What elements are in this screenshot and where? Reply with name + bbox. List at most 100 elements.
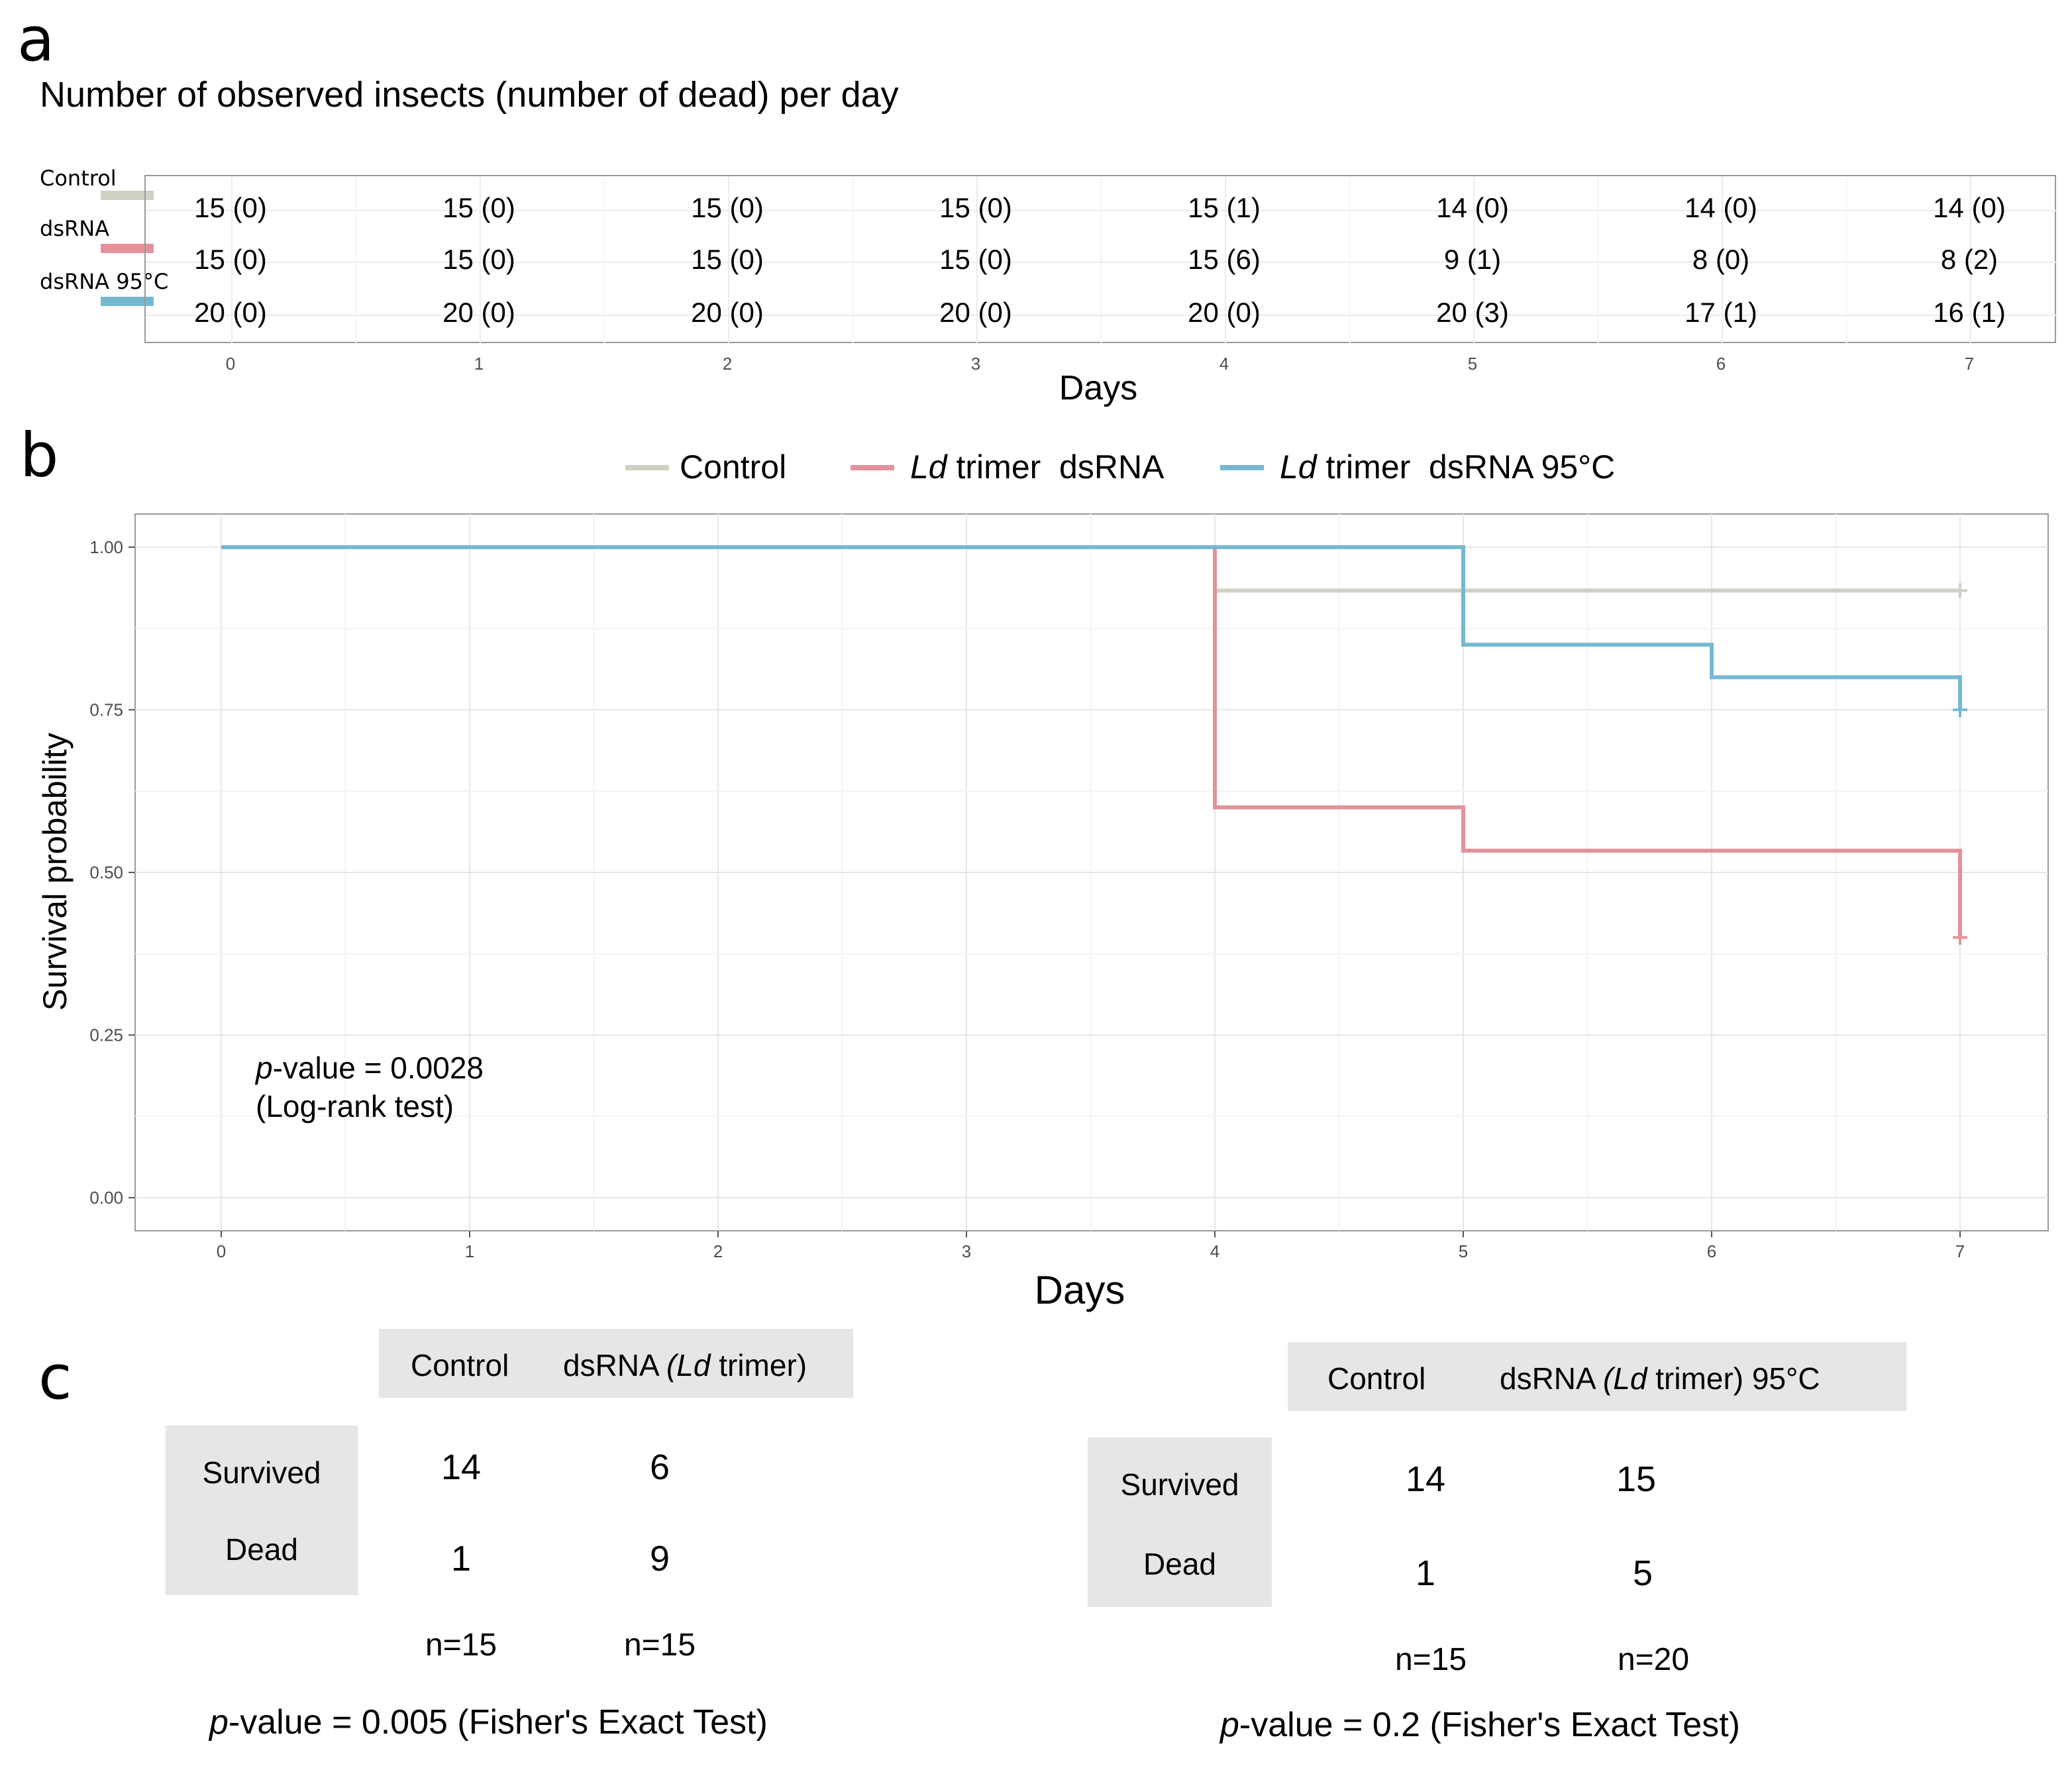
risk-table-xlabel: Days <box>1059 369 1138 407</box>
risk-cell: 8 (2) <box>1940 244 1998 275</box>
risk-cell: 20 (3) <box>1436 297 1509 328</box>
risk-cell: 16 (1) <box>1933 297 2006 328</box>
risk-x-tick: 3 <box>970 354 981 374</box>
table-left-row-dead: Dead <box>225 1532 298 1567</box>
panel-label-b: b <box>20 420 59 491</box>
y-tick-label: 0.25 <box>89 1025 123 1045</box>
risk-cell: 14 (0) <box>1684 192 1757 223</box>
table-left-cell: 1 <box>450 1539 472 1579</box>
table-right-cell: 1 <box>1415 1553 1436 1593</box>
risk-x-tick: 1 <box>474 354 484 374</box>
legend-label-dsrna95: Ld trimer dsRNA 95°C <box>1280 448 1615 486</box>
y-tick-label: 0.75 <box>89 700 123 720</box>
table-left-col-header-dsrna: dsRNA (Ld trimer) <box>563 1347 807 1383</box>
table-left-pvalue: p-value = 0.005 (Fisher's Exact Test) <box>209 1702 768 1742</box>
x-tick-label: 2 <box>713 1241 723 1261</box>
survival-chart: 0.00 0.25 0.50 0.75 1.00 0 1 2 3 4 5 6 7 p-value = 0… <box>36 513 2049 1312</box>
risk-table-grid <box>146 176 2057 344</box>
table-left-col2-text: dsRNA <box>563 1348 666 1382</box>
table-right-col-header-dsrna95: dsRNA (Ld trimer) 95°C <box>1500 1361 1820 1396</box>
table-right-n: n=15 <box>1394 1642 1467 1677</box>
risk-cell: 9 (1) <box>1443 244 1502 275</box>
legend-label-control: Control <box>680 448 786 486</box>
x-tick-label: 3 <box>962 1241 971 1261</box>
risk-cell: 15 (0) <box>939 244 1012 275</box>
risk-x-tick: 5 <box>1467 354 1478 374</box>
risk-x-tick: 0 <box>225 354 236 374</box>
table-left-col-header-band <box>379 1329 853 1398</box>
survival-legend: Control Ld trimer dsRNA Ld trimer dsRNA … <box>625 448 1615 486</box>
risk-cell: 20 (0) <box>442 297 515 328</box>
logrank-annotation-line1: p-value = 0.0028 <box>254 1051 484 1085</box>
censor-mark-dsrna95 <box>1953 702 1967 717</box>
table-left-col2-italic: (Ld <box>666 1348 711 1382</box>
risk-cell: 15 (0) <box>442 244 515 275</box>
table-left-cell: 6 <box>649 1447 670 1487</box>
table-right-col2-text: dsRNA <box>1500 1361 1603 1396</box>
risk-cell: 20 (0) <box>194 297 267 328</box>
risk-cell: 15 (0) <box>691 192 764 223</box>
censor-mark-dsrna <box>1953 930 1967 945</box>
plot-series <box>221 545 1967 945</box>
risk-group-label-dsrna95: dsRNA 95°C <box>40 269 169 294</box>
legend-label-dsrna95-italic: Ld <box>1280 448 1318 486</box>
table-left-p-italic: p <box>209 1703 229 1742</box>
risk-table-box <box>144 175 2057 344</box>
risk-cell: 15 (1) <box>1188 192 1261 223</box>
y-tick-label: 1.00 <box>89 537 123 557</box>
x-tick-label: 5 <box>1459 1241 1468 1261</box>
risk-table-title: Number of observed insects (number of de… <box>40 75 899 115</box>
table-right-pvalue: p-value = 0.2 (Fisher's Exact Test) <box>1220 1705 1740 1745</box>
legend-item-dsrna: Ld trimer dsRNA <box>851 448 1165 486</box>
risk-cell: 15 (0) <box>939 192 1012 223</box>
table-right-col2-italic: (Ld <box>1602 1361 1647 1396</box>
table-right-col-header-control: Control <box>1327 1361 1426 1396</box>
x-tick-label: 1 <box>465 1241 474 1261</box>
y-tick-label: 0.50 <box>89 862 123 882</box>
table-right-cell: 5 <box>1632 1553 1653 1593</box>
y-axis-title: Survival probability <box>36 733 74 1011</box>
panel-label-a: a <box>17 4 55 75</box>
table-right-p-rest: -value = 0.2 (Fisher's Exact Test) <box>1239 1706 1740 1744</box>
plot-axes: 0.00 0.25 0.50 0.75 1.00 0 1 2 3 4 5 6 7 <box>89 537 1965 1261</box>
x-axis-title: Days <box>1035 1268 1125 1312</box>
y-tick-label: 0.00 <box>89 1188 123 1208</box>
table-right-row-survived: Survived <box>1120 1467 1239 1502</box>
censor-mark-control <box>1953 583 1967 598</box>
risk-cell: 14 (0) <box>1933 192 2006 223</box>
risk-cell: 15 (0) <box>194 244 267 275</box>
survival-line-dsrna95 <box>221 545 1962 710</box>
table-left-n: n=15 <box>425 1628 497 1663</box>
legend-item-control: Control <box>625 448 786 486</box>
table-left-col-header-control: Control <box>411 1348 509 1382</box>
risk-cell: 20 (0) <box>939 297 1012 328</box>
risk-group-label-control: Control <box>40 166 117 191</box>
legend-item-dsrna95: Ld trimer dsRNA 95°C <box>1220 448 1615 486</box>
x-tick-label: 4 <box>1210 1241 1219 1261</box>
table-right-n: n=20 <box>1617 1642 1690 1677</box>
table-left-col2-rest: trimer) <box>710 1348 807 1382</box>
risk-cell: 15 (6) <box>1188 244 1261 275</box>
legend-label-dsrna95-rest: trimer dsRNA 95°C <box>1317 448 1616 486</box>
risk-cell: 20 (0) <box>1188 297 1261 328</box>
risk-x-tick: 2 <box>722 354 733 374</box>
table-right-row-dead: Dead <box>1143 1547 1216 1581</box>
legend-label-dsrna: Ld trimer dsRNA <box>910 448 1165 486</box>
table-right-row-header-band <box>1088 1437 1272 1607</box>
x-tick-label: 0 <box>217 1241 226 1261</box>
risk-x-tick: 6 <box>1716 354 1726 374</box>
logrank-p-rest: -value = 0.0028 <box>273 1051 484 1085</box>
risk-cell: 15 (0) <box>442 192 515 223</box>
logrank-p-italic: p <box>254 1051 273 1085</box>
risk-cell: 15 (0) <box>691 244 764 275</box>
risk-swatch-control <box>101 191 154 200</box>
risk-x-tick: 4 <box>1219 354 1229 374</box>
table-left-row-survived: Survived <box>202 1455 321 1490</box>
risk-cell: 14 (0) <box>1436 192 1509 223</box>
table-left-cell: 9 <box>649 1539 670 1579</box>
panel-label-c: c <box>38 1342 72 1413</box>
risk-group-label-dsrna: dsRNA <box>40 216 110 241</box>
table-right-cell: 15 <box>1616 1459 1657 1499</box>
risk-swatch-dsrna <box>101 244 154 253</box>
table-right-p-italic: p <box>1220 1706 1239 1744</box>
